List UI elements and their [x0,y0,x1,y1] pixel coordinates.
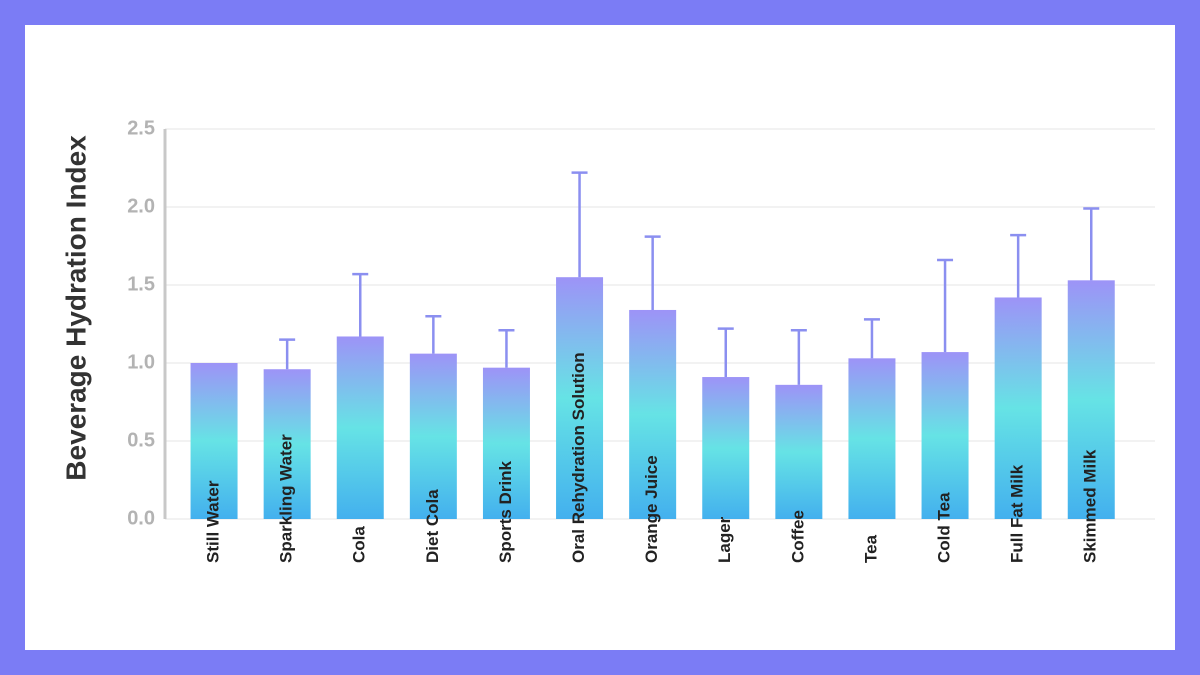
y-tick-label: 0.0 [127,507,155,529]
bar [921,352,969,519]
x-tick-label: Lager [715,516,734,563]
bar [336,336,384,519]
x-tick-label: Cold Tea [935,492,954,563]
y-tick-label: 2.0 [127,195,155,217]
bar [1067,280,1115,519]
y-tick-label: 1.5 [127,273,155,295]
x-tick-label: Full Fat Milk [1008,464,1027,563]
x-tick-label: Oral Rehydration Solution [569,352,588,563]
x-tick-label: Cola [350,526,369,563]
x-tick-label: Orange Juice [642,455,661,563]
y-tick-label: 1.0 [127,351,155,373]
y-tick-label: 2.5 [127,117,155,139]
bar [263,369,311,519]
x-tick-label: Skimmed Milk [1081,449,1100,563]
x-tick-label: Tea [861,534,880,563]
x-tick-label: Diet Cola [423,489,442,563]
chart: Beverage Hydration Index 0.0 0.5 1.0 1.5 2.0… [25,25,1175,650]
x-tick-label: Still Water [204,480,223,563]
x-tick-label: Sports Drink [496,460,515,563]
bar [848,358,896,519]
bar [190,363,238,519]
y-tick-label: 0.5 [127,429,155,451]
bar [409,353,457,519]
y-axis-title: Beverage Hydration Index [60,135,91,481]
bar [994,297,1042,519]
bar [775,384,823,519]
x-tick-label: Sparkling Water [277,434,296,563]
bar [556,277,604,519]
bar [702,377,750,519]
x-tick-label: Coffee [788,510,807,563]
bar [629,309,677,519]
bar [482,367,530,519]
